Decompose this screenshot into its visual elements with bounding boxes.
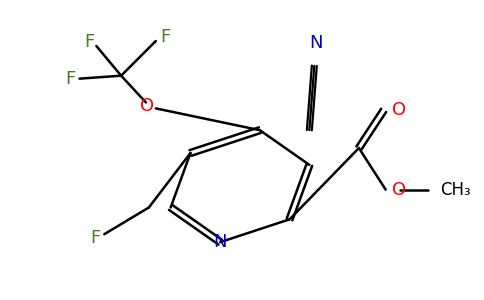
Text: O: O xyxy=(140,98,154,116)
Text: CH₃: CH₃ xyxy=(440,181,471,199)
Text: O: O xyxy=(392,181,406,199)
Text: F: F xyxy=(84,33,94,51)
Text: F: F xyxy=(160,28,170,46)
Text: N: N xyxy=(213,233,227,251)
Text: O: O xyxy=(392,101,406,119)
Text: N: N xyxy=(310,34,323,52)
Text: F: F xyxy=(65,70,76,88)
Text: F: F xyxy=(90,229,100,247)
